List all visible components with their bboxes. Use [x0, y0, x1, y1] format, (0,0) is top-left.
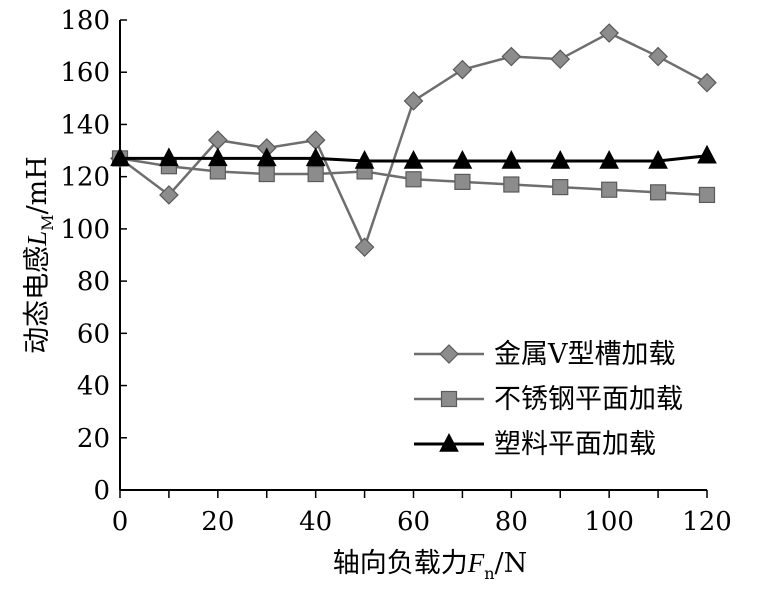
x-tick-label: 80	[495, 507, 528, 537]
data-point	[550, 49, 571, 70]
data-point	[698, 186, 716, 204]
data-point	[354, 150, 375, 169]
x-tick-label: 40	[299, 507, 332, 537]
x-axis-label-main: 轴向负载力	[333, 548, 468, 579]
series-triangle	[110, 144, 717, 169]
data-point	[452, 59, 473, 80]
y-tick-label: 80	[77, 267, 110, 297]
legend-label: 塑料平面加载	[494, 429, 656, 460]
x-tick-label: 120	[682, 507, 732, 537]
data-point	[405, 171, 422, 188]
data-point	[110, 147, 130, 167]
data-point	[305, 147, 326, 167]
y-axis-label-sub: M	[38, 214, 57, 230]
data-point	[454, 173, 471, 190]
data-point	[599, 23, 620, 43]
legend-item: 金属V型槽加载	[414, 339, 676, 370]
data-point	[256, 147, 277, 167]
data-point	[649, 184, 667, 201]
data-point	[601, 181, 618, 198]
x-tick-label: 100	[584, 507, 634, 537]
legend-item: 塑料平面加载	[414, 429, 656, 460]
y-tick-label: 160	[60, 58, 110, 88]
data-point	[403, 91, 424, 111]
data-point	[599, 150, 619, 169]
data-point	[159, 147, 179, 167]
series-group	[110, 23, 717, 258]
x-axis-label-var: F	[467, 548, 485, 578]
y-tick-label: 140	[60, 110, 110, 140]
data-point	[648, 46, 668, 67]
y-axis-label-unit: /mH	[22, 156, 53, 214]
data-point	[697, 72, 717, 93]
data-point	[648, 150, 668, 169]
x-tick-label: 60	[397, 507, 430, 537]
series-diamond	[110, 23, 717, 258]
data-point	[305, 130, 326, 150]
y-axis-label: 动态电感LM/mH	[22, 156, 57, 354]
y-tick-label: 0	[93, 476, 110, 506]
data-point	[209, 163, 226, 180]
y-tick-label: 60	[77, 319, 110, 349]
data-point	[501, 46, 522, 67]
data-point	[208, 147, 228, 167]
data-point	[503, 176, 520, 193]
x-axis-label: 轴向负载力Fn/N	[333, 548, 528, 583]
x-tick-label: 20	[201, 507, 234, 537]
y-axis-label-main: 动态电感	[22, 246, 53, 354]
data-point	[550, 150, 571, 169]
y-tick-label: 40	[77, 372, 110, 402]
x-axis-label-sub: n	[484, 564, 494, 583]
data-point	[552, 179, 569, 196]
y-axis-label-var: L	[22, 231, 52, 247]
y-tick-label: 20	[77, 424, 110, 454]
legend-marker	[439, 433, 459, 452]
data-point	[697, 144, 717, 164]
legend-label: 不锈钢平面加载	[494, 384, 683, 415]
data-point	[403, 150, 424, 169]
y-tick-label: 180	[60, 6, 110, 36]
data-point	[452, 150, 473, 169]
y-tick-label: 120	[60, 163, 110, 193]
data-point	[159, 185, 179, 205]
legend-marker	[440, 390, 458, 408]
data-point	[258, 165, 275, 183]
x-axis-label-unit: /N	[495, 548, 528, 579]
data-point	[501, 150, 522, 169]
y-tick-label: 100	[60, 215, 110, 245]
axes	[119, 20, 707, 491]
ticks: 0 20 40 60 80 100 120 140 160 180 0 20 40 60 80 100 120	[60, 6, 731, 537]
data-point	[307, 165, 324, 183]
legend-item: 不锈钢平面加载	[414, 384, 683, 415]
legend-label: 金属V型槽加载	[494, 339, 676, 370]
data-point	[354, 237, 375, 258]
x-tick-label: 0	[112, 507, 129, 537]
legend-marker	[439, 344, 459, 364]
